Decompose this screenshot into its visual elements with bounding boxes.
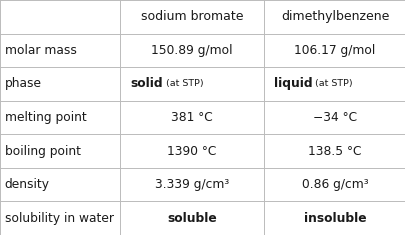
- Text: 381 °C: 381 °C: [171, 111, 212, 124]
- Text: melting point: melting point: [5, 111, 86, 124]
- Text: (at STP): (at STP): [160, 79, 203, 88]
- Text: molar mass: molar mass: [5, 44, 77, 57]
- Text: phase: phase: [5, 78, 42, 90]
- Text: boiling point: boiling point: [5, 145, 81, 158]
- Text: 106.17 g/mol: 106.17 g/mol: [294, 44, 375, 57]
- Text: 0.86 g/cm³: 0.86 g/cm³: [301, 178, 367, 191]
- Text: solid: solid: [130, 78, 162, 90]
- Text: 150.89 g/mol: 150.89 g/mol: [151, 44, 232, 57]
- Text: soluble: soluble: [166, 212, 216, 225]
- Text: (at STP): (at STP): [308, 79, 351, 88]
- Text: 1390 °C: 1390 °C: [167, 145, 216, 158]
- Text: insoluble: insoluble: [303, 212, 365, 225]
- Text: sodium bromate: sodium bromate: [140, 10, 243, 23]
- Text: density: density: [5, 178, 50, 191]
- Text: liquid: liquid: [273, 78, 312, 90]
- Text: dimethylbenzene: dimethylbenzene: [280, 10, 388, 23]
- Text: 138.5 °C: 138.5 °C: [307, 145, 361, 158]
- Text: solubility in water: solubility in water: [5, 212, 113, 225]
- Text: 3.339 g/cm³: 3.339 g/cm³: [154, 178, 228, 191]
- Text: −34 °C: −34 °C: [312, 111, 356, 124]
